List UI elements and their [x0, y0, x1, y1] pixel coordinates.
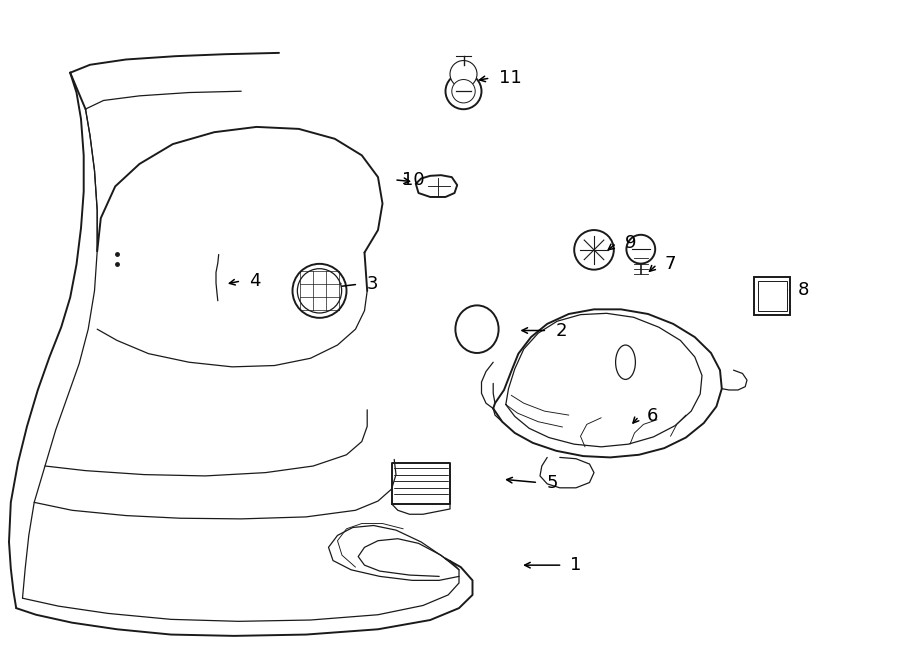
- Text: 1: 1: [571, 556, 582, 574]
- Circle shape: [452, 79, 475, 103]
- Circle shape: [446, 73, 482, 109]
- Circle shape: [450, 61, 477, 87]
- Text: 4: 4: [249, 272, 261, 290]
- Circle shape: [574, 230, 614, 270]
- Circle shape: [626, 235, 655, 264]
- Text: 8: 8: [798, 280, 810, 299]
- Text: 5: 5: [546, 473, 558, 492]
- Text: 6: 6: [647, 407, 659, 426]
- Text: 2: 2: [555, 321, 567, 340]
- Text: 9: 9: [625, 234, 636, 253]
- Circle shape: [297, 269, 342, 313]
- FancyBboxPatch shape: [754, 277, 790, 315]
- Circle shape: [292, 264, 346, 318]
- Text: 10: 10: [402, 171, 425, 189]
- Text: 3: 3: [366, 275, 378, 293]
- Ellipse shape: [616, 345, 635, 379]
- FancyBboxPatch shape: [758, 281, 787, 311]
- Text: 11: 11: [499, 69, 521, 87]
- Text: 7: 7: [665, 255, 677, 274]
- Ellipse shape: [455, 305, 499, 353]
